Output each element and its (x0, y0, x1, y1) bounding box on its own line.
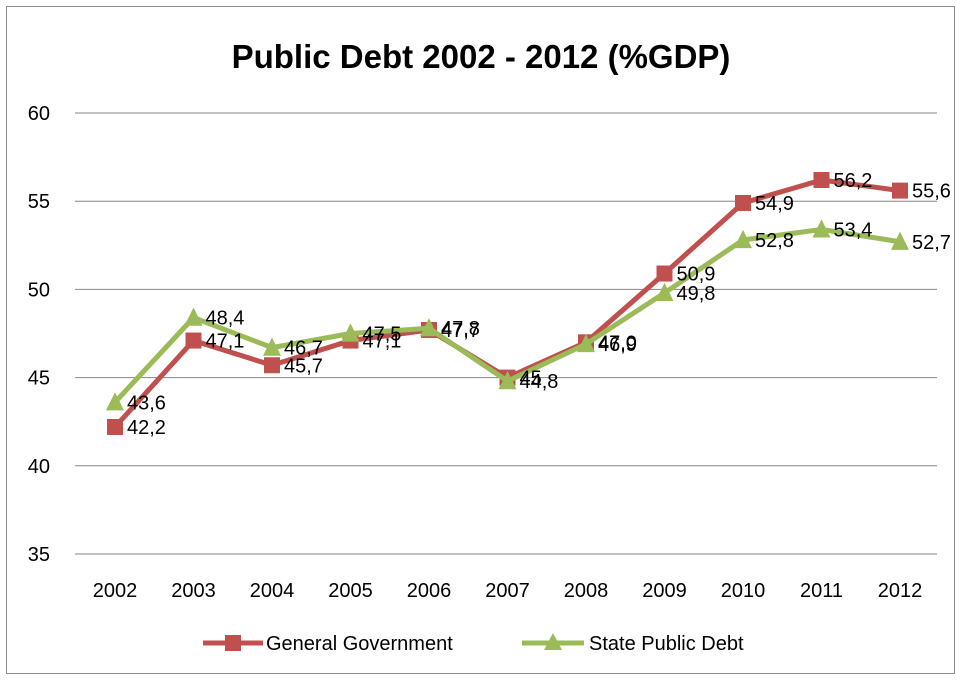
data-point (892, 182, 908, 199)
data-label: 56,2 (834, 170, 873, 192)
x-tick-label: 2005 (328, 580, 373, 602)
x-tick-label: 2008 (564, 580, 609, 602)
x-tick-label: 2011 (800, 580, 843, 602)
data-label: 48,4 (206, 308, 245, 330)
x-tick-label: 2003 (171, 580, 216, 602)
legend: General Government State Public Debt (203, 633, 744, 655)
data-point (263, 337, 281, 356)
legend-marker-triangle (544, 633, 562, 650)
data-label: 45 (520, 368, 542, 390)
legend-marker-square (225, 635, 241, 651)
x-tick-label: 2010 (721, 580, 766, 602)
data-point (106, 392, 124, 411)
data-point (264, 357, 280, 374)
x-tick-label: 2009 (642, 580, 687, 602)
x-axis-ticks: 2002 2003 2004 2005 2006 2007 2008 2009 2010 2011… (93, 580, 923, 602)
data-point (185, 332, 202, 349)
data-labels: 42,2 47,1 45,7 47,1 47,7 45 47,0 50,9 54,9 56,2 55… (127, 170, 951, 439)
y-tick-label: 55 (28, 191, 50, 213)
data-point (812, 219, 831, 238)
data-point (734, 229, 752, 249)
data-label: 50,9 (677, 264, 716, 286)
data-point (735, 194, 751, 211)
data-label: 47,0 (598, 332, 637, 354)
data-label: 45,7 (284, 355, 323, 377)
x-tick-label: 2004 (250, 580, 295, 602)
data-label: 46,7 (284, 338, 323, 360)
data-label: 52,7 (912, 232, 951, 254)
data-label: 47,1 (206, 331, 245, 353)
data-label: 44,8 (520, 371, 559, 393)
chart-title: Public Debt 2002 - 2012 (%GDP) (231, 38, 731, 75)
data-label: 49,8 (677, 283, 716, 305)
data-point (813, 172, 830, 189)
series-lines (106, 172, 909, 435)
data-label: 47,8 (441, 318, 480, 340)
y-tick-label: 60 (28, 103, 50, 125)
chart-frame (6, 6, 955, 674)
data-label: 43,6 (127, 392, 166, 414)
y-tick-label: 35 (28, 544, 50, 566)
data-label: 54,9 (755, 193, 794, 215)
grid-lines (75, 112, 937, 555)
x-tick-label: 2006 (407, 580, 452, 602)
y-tick-label: 40 (28, 456, 50, 478)
data-label: 55,6 (912, 181, 951, 203)
data-label: 47,1 (363, 331, 402, 353)
data-label: 52,8 (755, 230, 794, 252)
legend-label-state-public-debt: State Public Debt (589, 633, 744, 655)
y-tick-label: 45 (28, 368, 50, 390)
legend-label-general-government: General Government (266, 633, 453, 655)
data-point (656, 265, 673, 282)
data-point (655, 282, 674, 302)
data-point (341, 323, 360, 342)
data-label: 47,7 (441, 320, 480, 342)
x-tick-label: 2012 (878, 580, 923, 602)
data-point (891, 231, 909, 250)
data-label: 46,9 (598, 334, 637, 356)
x-tick-label: 2002 (93, 580, 138, 602)
x-tick-label: 2007 (485, 580, 530, 602)
data-point (107, 418, 123, 435)
y-axis-ticks: 35 40 45 50 55 60 (28, 103, 50, 566)
data-point (577, 333, 595, 353)
data-point (498, 371, 517, 390)
y-tick-label: 50 (28, 279, 50, 301)
data-label: 53,4 (834, 219, 873, 241)
data-label: 47,5 (363, 324, 402, 346)
data-point (184, 307, 203, 326)
data-label: 42,2 (127, 417, 166, 439)
series-line (113, 177, 901, 429)
data-point (420, 318, 438, 337)
